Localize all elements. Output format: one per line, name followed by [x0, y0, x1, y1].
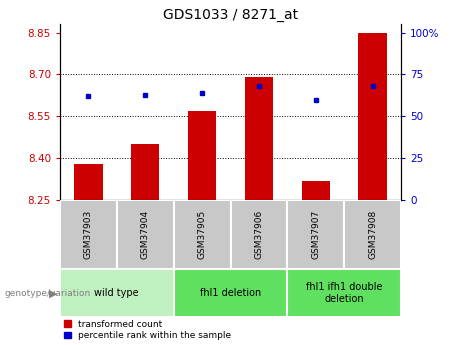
Bar	[287, 269, 401, 317]
Bar	[301, 180, 330, 200]
Text: GSM37903: GSM37903	[84, 210, 93, 259]
Text: GSM37908: GSM37908	[368, 210, 377, 259]
Text: GSM37907: GSM37907	[311, 210, 320, 259]
Title: GDS1033 / 8271_at: GDS1033 / 8271_at	[163, 8, 298, 22]
Bar	[230, 200, 287, 269]
Bar	[60, 269, 174, 317]
Text: GSM37906: GSM37906	[254, 210, 263, 259]
Text: GSM37904: GSM37904	[141, 210, 150, 259]
Bar	[60, 200, 117, 269]
Bar	[174, 200, 230, 269]
Text: fhl1 deletion: fhl1 deletion	[200, 288, 261, 298]
Bar	[188, 111, 216, 200]
Text: genotype/variation: genotype/variation	[5, 289, 91, 298]
Text: ▶: ▶	[49, 288, 57, 298]
Bar	[131, 144, 160, 200]
Bar	[74, 164, 102, 200]
Bar	[117, 200, 174, 269]
Bar	[287, 200, 344, 269]
Text: fhl1 ifh1 double
deletion: fhl1 ifh1 double deletion	[306, 283, 383, 304]
Bar	[344, 200, 401, 269]
Text: GSM37905: GSM37905	[198, 210, 207, 259]
Bar	[245, 77, 273, 200]
Text: wild type: wild type	[95, 288, 139, 298]
Bar	[358, 32, 387, 200]
Legend: transformed count, percentile rank within the sample: transformed count, percentile rank withi…	[65, 320, 231, 341]
Bar	[174, 269, 287, 317]
